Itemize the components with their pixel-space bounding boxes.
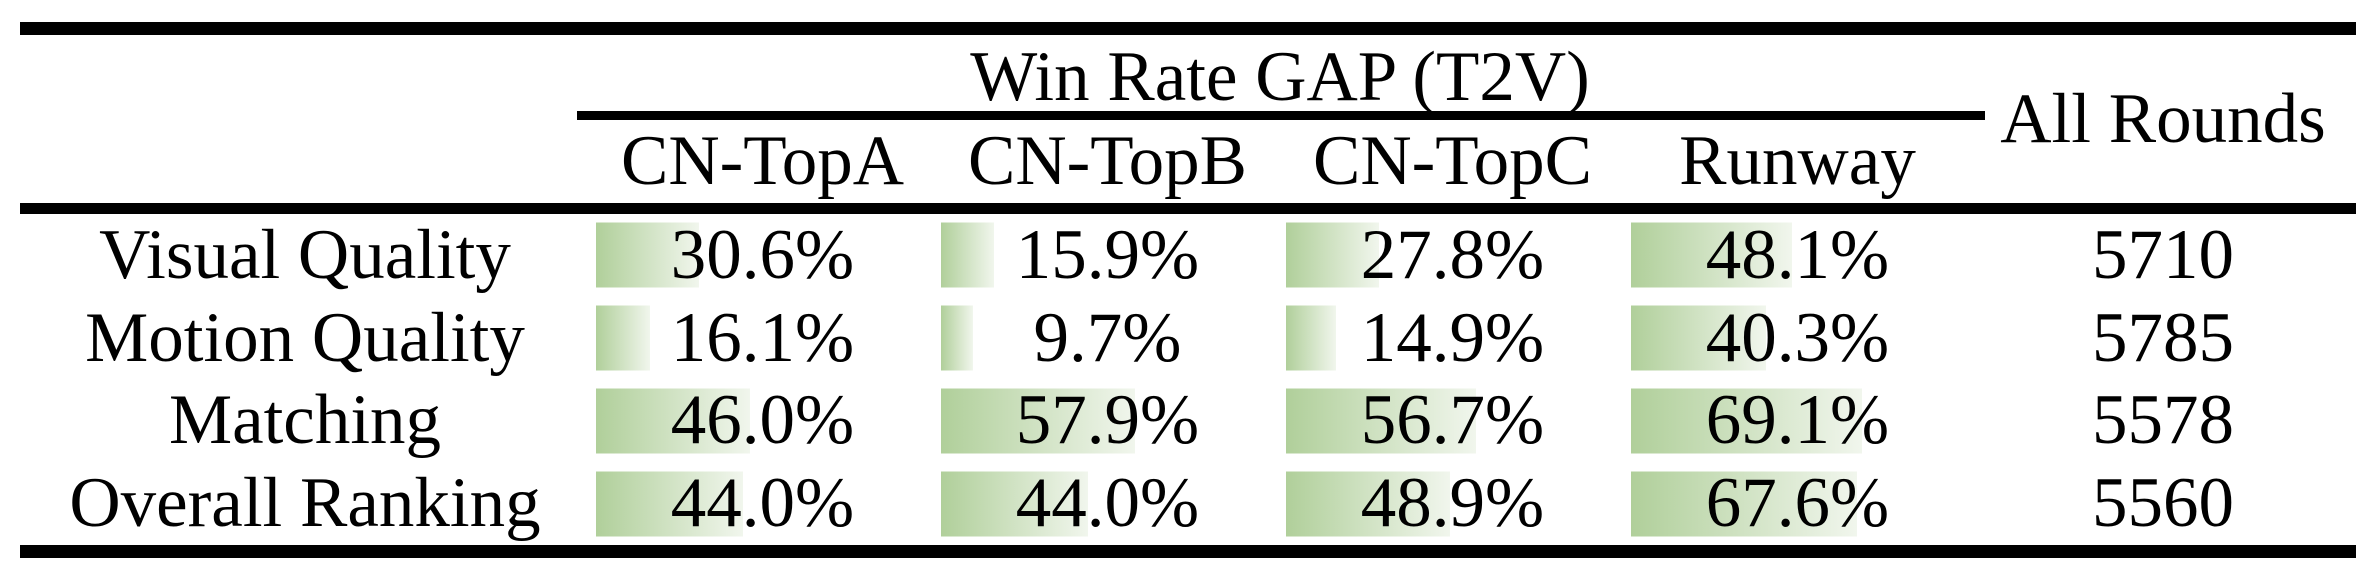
win-rate-value: 14.9% [1360, 298, 1545, 377]
win-rate-bar [1286, 471, 1450, 537]
win-rate-cell: 56.7% [1280, 380, 1625, 463]
win-rate-cell: 27.8% [1280, 214, 1625, 297]
win-rate-cell: 44.0% [935, 462, 1280, 545]
win-rate-cell: 9.7% [935, 297, 1280, 380]
row-label: Visual Quality [99, 215, 511, 294]
win-rate-bar [941, 388, 1135, 454]
win-rate-value: 16.1% [670, 298, 855, 377]
win-rate-cell: 67.6% [1625, 462, 1970, 545]
win-rate-value: 48.1% [1705, 215, 1890, 294]
win-rate-cell: 14.9% [1280, 297, 1625, 380]
win-rate-bar [596, 222, 699, 288]
win-rate-bar [1286, 305, 1336, 371]
win-rate-bar [596, 471, 744, 537]
win-rate-value: 46.0% [670, 381, 855, 460]
row-label: Matching [168, 381, 442, 460]
table-top-rule [20, 22, 2356, 35]
win-rate-cell: 40.3% [1625, 297, 1970, 380]
win-rate-value: 27.8% [1360, 215, 1545, 294]
win-rate-value: 48.9% [1360, 464, 1545, 543]
win-rate-bar [941, 222, 995, 288]
all-rounds-value: 5578 [2092, 381, 2234, 460]
win-rate-bar [1286, 222, 1380, 288]
win-rate-value: 44.0% [1015, 464, 1200, 543]
win-rate-cell: 48.1% [1625, 214, 1970, 297]
win-rate-bar [941, 471, 1089, 537]
win-rate-cell: 44.0% [590, 462, 935, 545]
row-label: Motion Quality [85, 298, 525, 377]
win-rate-value: 69.1% [1705, 381, 1890, 460]
all-rounds-value: 5710 [2092, 215, 2234, 294]
column-header-runway: Runway [1679, 122, 1916, 200]
win-rate-value: 56.7% [1360, 381, 1545, 460]
all-rounds-header: All Rounds [2000, 79, 2326, 158]
win-rate-value: 30.6% [670, 215, 855, 294]
column-header-cn-topb: CN-TopB [967, 122, 1248, 200]
win-rate-cell: 46.0% [590, 380, 935, 463]
win-rate-bar [596, 388, 751, 454]
win-rate-cell: 16.1% [590, 297, 935, 380]
win-rate-cell: 15.9% [935, 214, 1280, 297]
win-rate-cell: 48.9% [1280, 462, 1625, 545]
table-title: Win Rate GAP (T2V) [970, 38, 1590, 116]
win-rate-cell: 30.6% [590, 214, 935, 297]
win-rate-bar [1631, 471, 1858, 537]
win-rate-cell: 57.9% [935, 380, 1280, 463]
win-rate-bar [1286, 388, 1476, 454]
corner-empty-cell [20, 35, 590, 203]
win-rate-value: 57.9% [1015, 381, 1200, 460]
win-rate-value: 15.9% [1015, 215, 1200, 294]
all-rounds-value: 5560 [2092, 464, 2234, 543]
win-rate-cell: 69.1% [1625, 380, 1970, 463]
win-rate-value: 67.6% [1705, 464, 1890, 543]
table-title-cell: Win Rate GAP (T2V) [577, 35, 1985, 120]
column-header-cn-topc: CN-TopC [1312, 122, 1593, 200]
win-rate-value: 9.7% [1033, 298, 1182, 377]
cmidrule [577, 111, 1985, 120]
row-label: Overall Ranking [69, 464, 541, 543]
win-rate-bar [1631, 305, 1766, 371]
win-rate-bar [941, 305, 974, 371]
win-rate-bar [596, 305, 650, 371]
column-header-cn-topa: CN-TopA [621, 122, 904, 200]
win-rate-value: 40.3% [1705, 298, 1890, 377]
win-rate-bar [1631, 388, 1863, 454]
table-bottom-rule [20, 545, 2356, 558]
all-rounds-value: 5785 [2092, 298, 2234, 377]
win-rate-value: 44.0% [670, 464, 855, 543]
win-rate-bar [1631, 222, 1793, 288]
win-rate-table: Win Rate GAP (T2V) All Rounds CN-TopA CN… [20, 35, 2356, 545]
header-bottom-rule [20, 203, 2356, 214]
